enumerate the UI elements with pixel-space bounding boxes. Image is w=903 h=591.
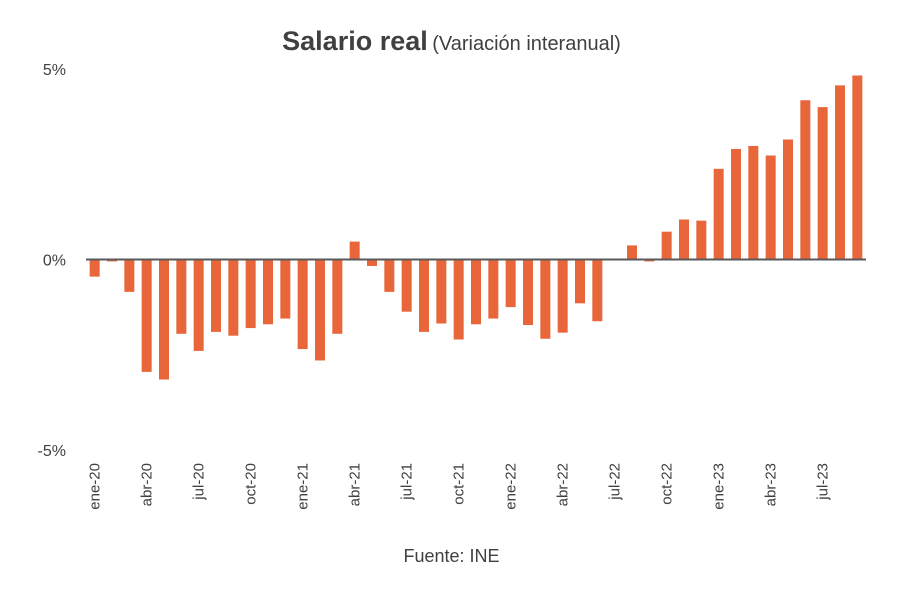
bar-oct-22: [661, 231, 672, 260]
bar-ago-21: [419, 259, 429, 332]
x-tick-label: abr-22: [555, 463, 572, 506]
bar-ene-20: [89, 259, 100, 277]
chart-title-main: Salario real: [282, 26, 428, 56]
bar-dic-21: [488, 259, 499, 319]
bar-feb-23: [731, 149, 741, 260]
bar-ene-23: [713, 168, 724, 260]
bar-jun-20: [176, 259, 187, 334]
x-tick-label: jul-21: [399, 463, 416, 501]
x-tick-label: oct-20: [243, 463, 260, 505]
x-tick-label: jul-22: [607, 463, 624, 501]
x-tick-label: jul-20: [191, 463, 208, 501]
bar-sep-20: [228, 259, 239, 336]
x-tick-label: ene-21: [295, 463, 312, 510]
bar-abr-22: [557, 259, 568, 333]
bar-ago-20: [211, 259, 221, 332]
chart-source: Fuente: INE: [403, 546, 500, 566]
bar-ene-21: [297, 259, 308, 350]
bar-jul-21: [401, 259, 412, 312]
x-tick-label: abr-21: [347, 463, 364, 506]
bar-abr-23: [765, 155, 776, 260]
bar-sep-21: [436, 259, 447, 324]
y-tick-label: 0%: [43, 253, 66, 270]
bar-mar-20: [124, 259, 135, 292]
bar-sep-23: [852, 75, 863, 260]
bar-may-20: [159, 259, 169, 380]
bar-nov-20: [263, 259, 273, 325]
bar-mar-22: [540, 259, 551, 339]
bar-mar-23: [748, 145, 759, 260]
x-tick-label: abr-23: [763, 463, 780, 506]
bar-may-22: [575, 259, 585, 304]
bar-feb-22: [523, 259, 533, 326]
bar-may-23: [783, 139, 793, 260]
bar-jun-22: [592, 259, 603, 322]
bar-oct-21: [453, 259, 464, 340]
bar-mar-21: [332, 259, 343, 334]
bar-abr-21: [349, 241, 360, 260]
x-tick-label: ene-23: [711, 463, 728, 510]
bar-jun-23: [800, 100, 811, 260]
bar-feb-21: [315, 259, 325, 361]
y-tick-label: 5%: [43, 62, 66, 79]
chart-title: Salario real (Variación interanual): [0, 26, 903, 57]
x-tick-label: oct-22: [659, 463, 676, 505]
y-tick-label: -5%: [38, 443, 66, 460]
x-tick-label: jul-23: [815, 463, 832, 501]
bar-jun-21: [384, 259, 395, 292]
bar-jul-20: [193, 259, 204, 351]
bar-nov-21: [471, 259, 481, 325]
bar-oct-20: [245, 259, 256, 329]
bar-dic-22: [696, 220, 707, 260]
x-tick-label: ene-20: [87, 463, 104, 510]
x-tick-label: abr-20: [139, 463, 156, 506]
bar-jul-23: [817, 107, 828, 260]
bar-ago-23: [835, 85, 845, 260]
x-tick-label: ene-22: [503, 463, 520, 510]
x-tick-label: oct-21: [451, 463, 468, 505]
bar-may-21: [367, 259, 377, 266]
chart-subtitle: (Variación interanual): [432, 33, 621, 55]
bar-abr-20: [141, 259, 152, 372]
bar-nov-22: [679, 219, 689, 260]
bar-ene-22: [505, 259, 516, 308]
bar-dic-20: [280, 259, 291, 319]
bar-ago-22: [627, 245, 637, 260]
